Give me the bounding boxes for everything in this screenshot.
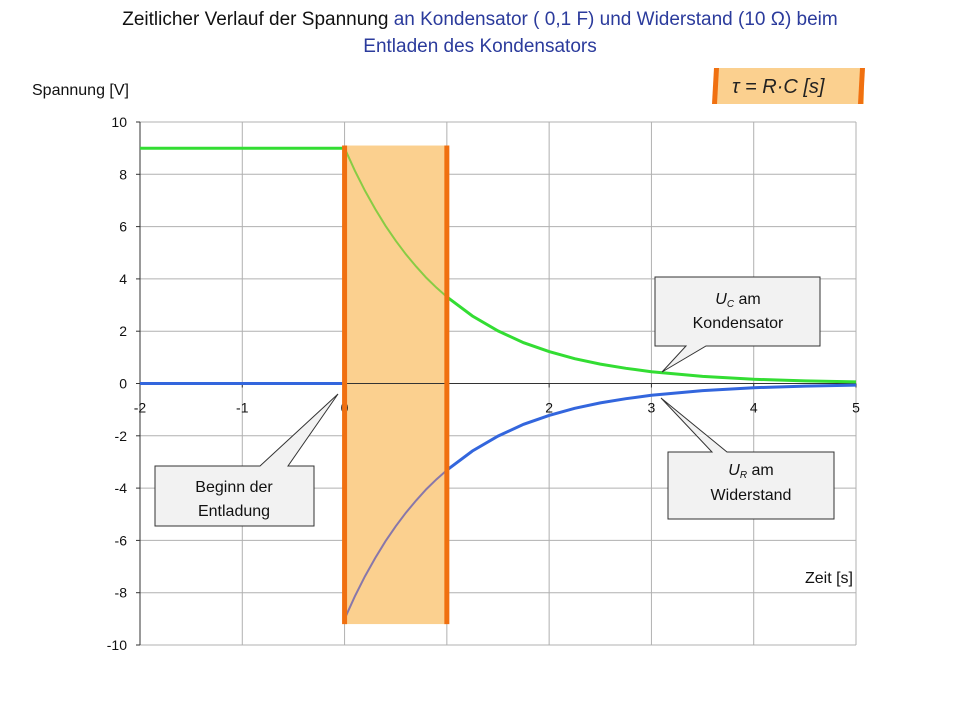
callout-uc-line1: UC am — [715, 291, 760, 310]
tau-band — [344, 145, 447, 625]
title-part1: Zeitlicher Verlauf der Spannung — [122, 9, 389, 30]
callout-ur: UR am Widerstand — [660, 397, 835, 520]
tau-band-edges — [342, 145, 450, 625]
series-uc-decay — [446, 295, 857, 384]
callout-ur-line2: Widerstand — [711, 487, 792, 504]
callout-uc-shape — [654, 276, 821, 373]
callout-start-line1: Beginn der — [195, 479, 273, 496]
callout-ur-line1: UR am — [728, 462, 773, 481]
y-tick-label-0: -10 — [107, 637, 127, 653]
y-tick-label-1: -8 — [115, 585, 128, 601]
y-tick-label-7: 4 — [119, 271, 127, 287]
x-tick-label-4: 2 — [545, 400, 553, 416]
series-ur-tau-segment — [343, 469, 448, 620]
title-line2: Entladen des Kondensators — [363, 36, 597, 57]
tau-formula-box: τ = R·C [s] — [712, 68, 865, 104]
x-tick-label-7: 5 — [852, 400, 860, 416]
tau-formula-background — [716, 68, 864, 104]
y-tick-label-3: -4 — [115, 480, 128, 496]
x-tick-label-0: -2 — [134, 400, 147, 416]
title-part2: an Kondensator ( 0,1 F) und Widerstand (… — [393, 9, 838, 30]
y-tick-label-10: 10 — [111, 114, 127, 130]
y-tick-label-2: -6 — [115, 532, 128, 548]
x-axis-label: Zeit [s] — [805, 570, 853, 587]
callout-ur-shape — [660, 397, 835, 520]
y-tick-label-5: 0 — [119, 376, 127, 392]
y-tick-label-6: 2 — [119, 323, 127, 339]
tau-right-edge — [858, 68, 865, 104]
series-uc-tau-segment — [343, 147, 448, 298]
x-tick-label-6: 4 — [750, 400, 758, 416]
series-lines — [140, 146, 857, 620]
y-axis-label: Spannung [V] — [32, 82, 129, 99]
callout-uc-line2: Kondensator — [693, 315, 784, 332]
x-tick-label-1: -1 — [236, 400, 249, 416]
x-tick-label-5: 3 — [648, 400, 656, 416]
callout-uc: UC am Kondensator — [654, 276, 821, 373]
y-tick-label-9: 8 — [119, 166, 127, 182]
callout-start-line2: Entladung — [198, 503, 270, 520]
y-tick-label-4: -2 — [115, 428, 128, 444]
callout-start-shape — [154, 393, 339, 527]
tau-formula-text: τ = R·C [s] — [732, 76, 825, 98]
callout-start: Beginn der Entladung — [154, 393, 339, 527]
series-ur-decay — [446, 383, 857, 472]
y-tick-label-8: 6 — [119, 219, 127, 235]
chart-title: Zeitlicher Verlauf der Spannung an Konde… — [0, 6, 960, 60]
tau-left-edge — [712, 68, 719, 104]
